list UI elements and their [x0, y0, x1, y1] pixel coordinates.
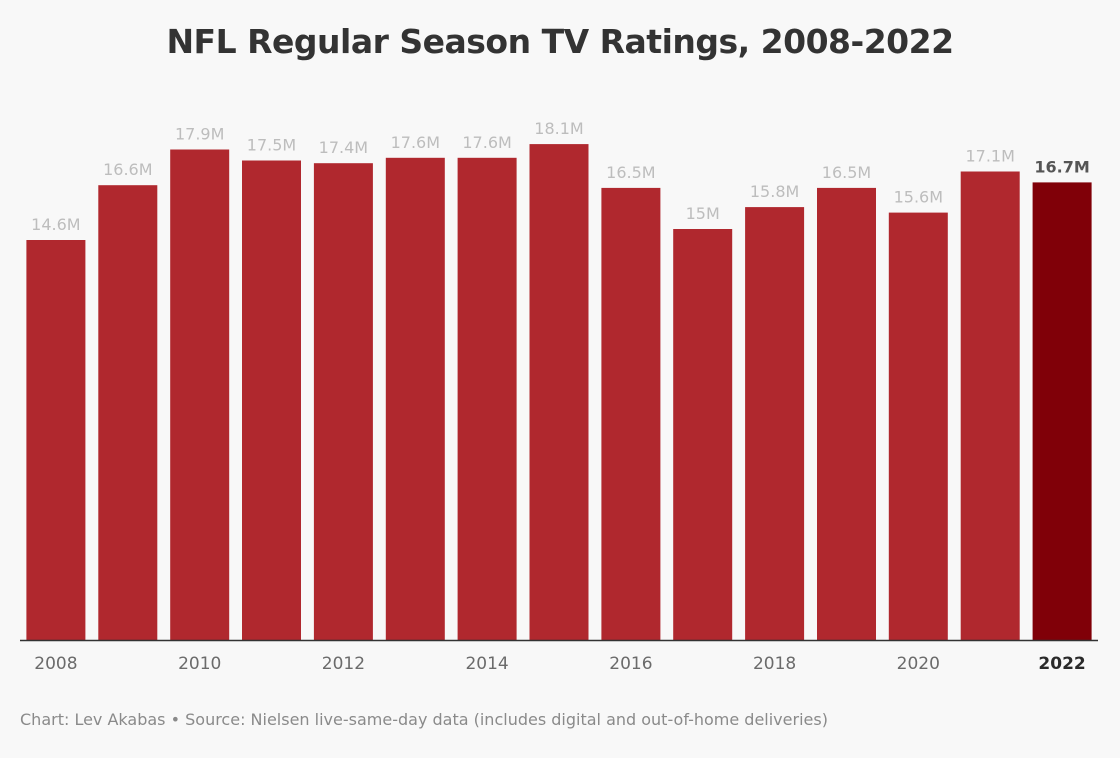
value-label-2015: 18.1M [534, 119, 583, 138]
bar-2013 [385, 157, 445, 641]
bar-2009 [98, 185, 158, 640]
bar-2019 [817, 187, 876, 640]
value-label-2016: 16.5M [606, 163, 655, 182]
value-label-2012: 17.4M [319, 138, 368, 157]
x-tick-label-2010: 2010 [178, 654, 221, 674]
x-tick-labels-group: 2008 2010 2012 2014 2016 2018 2020 2022 [34, 654, 1085, 674]
value-label-2013: 17.6M [391, 133, 440, 152]
x-tick-label-2022: 2022 [1038, 654, 1085, 674]
bar-2008 [26, 240, 86, 640]
bar-2017 [673, 229, 733, 640]
bars-group [26, 144, 1092, 641]
bar-2020 [888, 212, 948, 640]
bar-2012 [313, 163, 373, 640]
value-label-2011: 17.5M [247, 136, 296, 155]
bar-2021 [960, 171, 1020, 640]
value-label-2022: 16.7M [1034, 157, 1089, 176]
x-tick-label-2020: 2020 [897, 654, 940, 674]
bar-2010 [170, 149, 230, 640]
value-label-2009: 16.6M [103, 160, 152, 179]
chart-title: NFL Regular Season TV Ratings, 2008-2022 [166, 22, 954, 61]
value-label-2017: 15M [686, 204, 720, 223]
value-label-2019: 16.5M [822, 163, 871, 182]
value-label-2020: 15.6M [894, 188, 943, 207]
x-tick-label-2012: 2012 [322, 654, 365, 674]
x-tick-label-2018: 2018 [753, 654, 796, 674]
bar-2015 [529, 144, 589, 640]
bar-2014 [457, 157, 517, 641]
bar-2016 [601, 187, 661, 640]
source-credit: Chart: Lev Akabas • Source: Nielsen live… [20, 710, 828, 729]
value-label-2010: 17.9M [175, 125, 224, 144]
x-tick-label-2014: 2014 [465, 654, 508, 674]
value-label-2014: 17.6M [462, 133, 511, 152]
bar-2018 [745, 207, 805, 640]
x-tick-label-2016: 2016 [609, 654, 652, 674]
value-labels-group: 14.6M 16.6M 17.9M 17.5M 17.4M 17.6M 17.6M 18.1M… [31, 119, 1090, 234]
value-label-2018: 15.8M [750, 182, 799, 201]
bar-2011 [242, 160, 301, 640]
x-tick-label-2008: 2008 [34, 654, 77, 674]
value-label-2008: 14.6M [31, 215, 80, 234]
bar-2022 [1032, 182, 1092, 640]
value-label-2021: 17.1M [965, 147, 1014, 166]
